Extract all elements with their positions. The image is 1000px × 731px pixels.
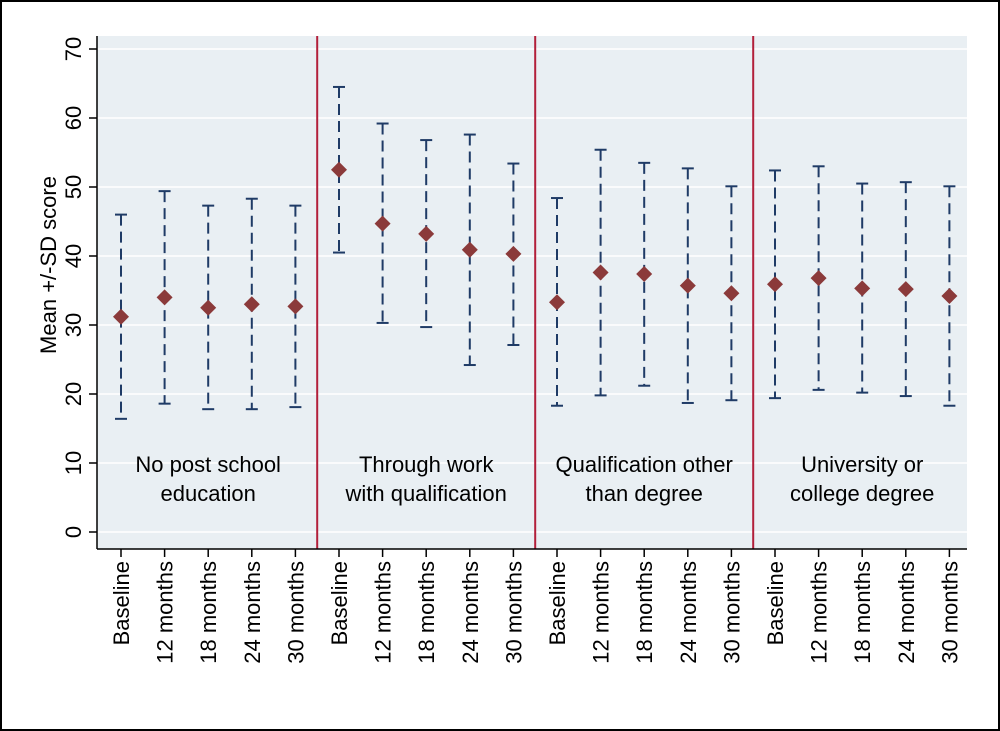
mean-marker: [287, 298, 304, 315]
x-axis: Baseline 12 months 18 months 24 months 30 mo…: [97, 548, 967, 664]
mean-marker: [113, 308, 129, 325]
x-tick-label: 12 months: [589, 561, 614, 664]
x-tick-label: 30 months: [719, 561, 744, 664]
mean-marker: [897, 281, 914, 298]
group-labels: No post school education Through work with …: [135, 452, 934, 506]
mean-marker: [200, 299, 217, 316]
x-tick-label: 12 months: [371, 561, 396, 664]
group-label: college degree: [790, 481, 934, 506]
group-label: with qualification: [344, 481, 506, 506]
x-tick-label: 30 months: [283, 561, 308, 664]
x-tick-label: Baseline: [763, 561, 788, 645]
group-label: than degree: [585, 481, 702, 506]
mean-marker: [505, 245, 522, 262]
group-label: University or: [801, 452, 923, 477]
group-label: No post school: [135, 452, 281, 477]
mean-marker: [810, 270, 827, 287]
mean-marker: [941, 288, 958, 305]
y-tick-label: 30: [61, 313, 86, 337]
x-tick-label: 24 months: [894, 561, 919, 664]
mean-marker: [767, 276, 783, 293]
x-tick-label: 12 months: [153, 561, 178, 664]
x-tick-label: Baseline: [545, 561, 570, 645]
y-tick-label: 40: [61, 244, 86, 268]
y-axis: Mean +/-SD score 0 10 20 30 40 50 60 70: [36, 36, 98, 549]
x-tick-label: 30 months: [937, 561, 962, 664]
x-tick-label: Baseline: [327, 561, 352, 645]
y-tick-label: 50: [61, 175, 86, 199]
mean-marker: [592, 264, 609, 281]
mean-marker: [549, 294, 565, 311]
x-tick-label: 24 months: [240, 561, 265, 664]
mean-marker: [243, 296, 260, 313]
mean-marker: [156, 289, 173, 306]
y-tick-label: 10: [61, 451, 86, 475]
y-axis-label: Mean +/-SD score: [36, 176, 61, 354]
mean-marker: [331, 161, 347, 178]
x-tick-label: 12 months: [807, 561, 832, 664]
group-label: Qualification other: [556, 452, 733, 477]
x-tick-label: 24 months: [458, 561, 483, 664]
group-label: education: [160, 481, 255, 506]
mean-markers: [113, 161, 958, 325]
y-tick-label: 0: [61, 526, 86, 538]
group-separators: [316, 36, 755, 549]
mean-marker: [679, 277, 696, 294]
x-tick-label: 24 months: [676, 561, 701, 664]
mean-marker: [374, 215, 391, 232]
x-tick-label: Baseline: [109, 561, 134, 645]
x-tick-label: 18 months: [414, 561, 439, 664]
group-label: Through work: [359, 452, 495, 477]
x-tick-label: 18 months: [632, 561, 657, 664]
mean-marker: [636, 265, 653, 282]
mean-marker: [418, 225, 435, 242]
mean-marker: [461, 241, 478, 258]
y-tick-label: 70: [61, 37, 86, 61]
mean-marker: [723, 285, 740, 302]
grid: [97, 48, 967, 533]
x-tick-label: 18 months: [196, 561, 221, 664]
x-tick-label: 18 months: [850, 561, 875, 664]
y-tick-label: 60: [61, 106, 86, 130]
y-tick-label: 20: [61, 382, 86, 406]
x-tick-label: 30 months: [501, 561, 526, 664]
mean-marker: [854, 280, 871, 297]
